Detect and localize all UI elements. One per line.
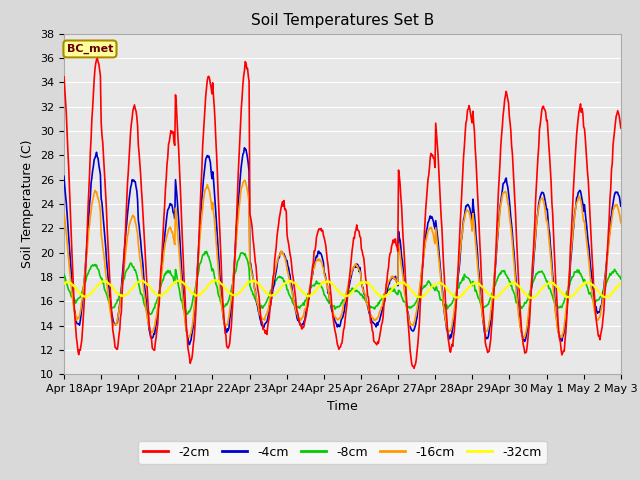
-32cm bbox=[617, 281, 625, 287]
-2cm bbox=[410, 365, 418, 371]
Line: -32cm: -32cm bbox=[64, 280, 621, 298]
-4cm bbox=[184, 335, 192, 340]
-2cm bbox=[93, 56, 101, 61]
-16cm bbox=[241, 178, 248, 183]
-32cm bbox=[211, 277, 219, 283]
-32cm bbox=[525, 295, 533, 301]
-4cm bbox=[428, 214, 436, 219]
Line: -8cm: -8cm bbox=[64, 252, 621, 314]
-2cm bbox=[128, 115, 136, 120]
-4cm bbox=[60, 173, 68, 179]
-8cm bbox=[183, 312, 191, 317]
Line: -2cm: -2cm bbox=[64, 59, 621, 368]
-8cm bbox=[60, 272, 68, 277]
-32cm bbox=[127, 287, 135, 292]
-32cm bbox=[70, 283, 78, 289]
X-axis label: Time: Time bbox=[327, 400, 358, 413]
-2cm bbox=[428, 153, 436, 159]
-2cm bbox=[214, 191, 222, 196]
-32cm bbox=[60, 281, 68, 287]
-32cm bbox=[184, 285, 192, 291]
-16cm bbox=[60, 211, 68, 216]
-2cm bbox=[185, 349, 193, 355]
-16cm bbox=[214, 255, 221, 261]
-16cm bbox=[411, 317, 419, 323]
-8cm bbox=[412, 300, 419, 306]
-2cm bbox=[60, 74, 68, 80]
-16cm bbox=[520, 335, 527, 341]
-32cm bbox=[411, 291, 419, 297]
-8cm bbox=[185, 308, 193, 314]
-8cm bbox=[617, 276, 625, 282]
-8cm bbox=[203, 249, 211, 254]
-8cm bbox=[215, 293, 223, 299]
-32cm bbox=[428, 285, 435, 290]
-8cm bbox=[127, 261, 135, 266]
-16cm bbox=[428, 224, 435, 230]
-16cm bbox=[184, 334, 192, 339]
Y-axis label: Soil Temperature (C): Soil Temperature (C) bbox=[22, 140, 35, 268]
-4cm bbox=[186, 342, 193, 348]
-4cm bbox=[617, 204, 625, 209]
-4cm bbox=[127, 182, 135, 188]
Text: BC_met: BC_met bbox=[67, 44, 113, 54]
-4cm bbox=[412, 322, 419, 328]
-4cm bbox=[214, 245, 222, 251]
-32cm bbox=[214, 278, 222, 284]
-16cm bbox=[70, 306, 78, 312]
-8cm bbox=[428, 283, 436, 288]
-8cm bbox=[70, 295, 78, 301]
-4cm bbox=[70, 306, 78, 312]
-2cm bbox=[617, 125, 625, 131]
-16cm bbox=[127, 216, 135, 222]
-16cm bbox=[617, 220, 625, 226]
-2cm bbox=[412, 361, 419, 367]
Title: Soil Temperatures Set B: Soil Temperatures Set B bbox=[251, 13, 434, 28]
Line: -4cm: -4cm bbox=[64, 148, 621, 345]
Line: -16cm: -16cm bbox=[64, 180, 621, 338]
Legend: -2cm, -4cm, -8cm, -16cm, -32cm: -2cm, -4cm, -8cm, -16cm, -32cm bbox=[138, 441, 547, 464]
-2cm bbox=[70, 300, 78, 305]
-4cm bbox=[241, 145, 248, 151]
